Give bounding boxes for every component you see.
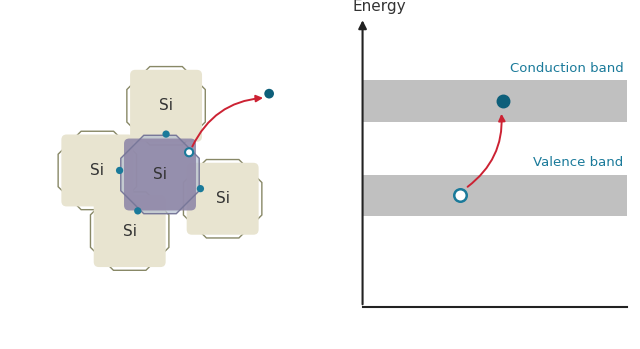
Bar xyxy=(362,80,627,122)
Text: Si: Si xyxy=(159,98,173,113)
Text: Si: Si xyxy=(153,167,167,182)
Bar xyxy=(362,174,627,216)
Circle shape xyxy=(196,185,204,192)
Text: Si: Si xyxy=(123,224,137,239)
Text: Si: Si xyxy=(90,163,104,178)
Polygon shape xyxy=(121,135,199,214)
FancyBboxPatch shape xyxy=(93,195,166,267)
Circle shape xyxy=(134,207,141,215)
Text: Conduction band: Conduction band xyxy=(510,62,624,75)
Circle shape xyxy=(264,89,274,98)
FancyBboxPatch shape xyxy=(61,134,133,206)
Circle shape xyxy=(185,148,193,156)
FancyBboxPatch shape xyxy=(187,163,259,235)
Text: Si: Si xyxy=(216,191,230,206)
FancyBboxPatch shape xyxy=(124,139,196,210)
Text: Energy: Energy xyxy=(353,0,406,14)
Circle shape xyxy=(116,167,124,174)
Text: Valence band: Valence band xyxy=(533,156,624,169)
Circle shape xyxy=(163,131,170,138)
FancyBboxPatch shape xyxy=(130,70,202,142)
